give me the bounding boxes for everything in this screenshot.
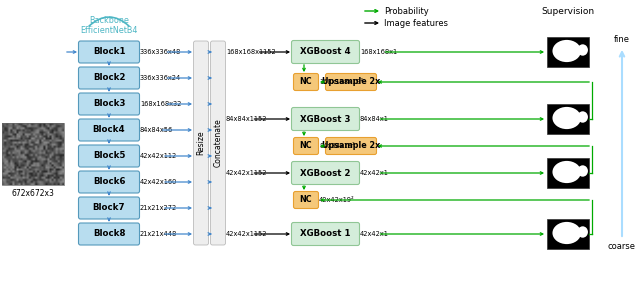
Text: XGBoost 3: XGBoost 3 [300,115,351,124]
Text: 42x42x112: 42x42x112 [140,153,177,159]
Text: NC: NC [300,142,312,151]
FancyBboxPatch shape [193,41,209,245]
Text: 336x336x24: 336x336x24 [140,75,181,81]
FancyBboxPatch shape [547,37,589,67]
FancyBboxPatch shape [291,223,360,245]
Text: NC: NC [300,196,312,205]
Text: Block4: Block4 [93,125,125,134]
FancyBboxPatch shape [79,223,140,245]
Text: Block8: Block8 [93,230,125,238]
Text: Image features: Image features [384,19,448,28]
Ellipse shape [552,107,581,129]
Text: 42x42x160: 42x42x160 [140,179,177,185]
Text: 168x168x1152: 168x168x1152 [226,49,276,55]
FancyBboxPatch shape [79,145,140,167]
Text: Probability: Probability [384,7,429,16]
Text: Block7: Block7 [93,203,125,212]
Text: XGBoost 2: XGBoost 2 [300,169,351,178]
Text: 21x21x272: 21x21x272 [140,205,177,211]
Text: Block1: Block1 [93,47,125,56]
FancyBboxPatch shape [294,137,319,154]
Text: XGBoost 4: XGBoost 4 [300,47,351,56]
Text: Supervision: Supervision [541,7,595,16]
FancyBboxPatch shape [291,40,360,64]
FancyBboxPatch shape [79,93,140,115]
Text: 336x336x48: 336x336x48 [140,49,181,55]
Text: Block5: Block5 [93,152,125,160]
Text: 42x42x1152: 42x42x1152 [226,231,268,237]
Text: Backbone
EfficientNetB4: Backbone EfficientNetB4 [80,16,138,35]
FancyBboxPatch shape [79,67,140,89]
Text: Concatenate: Concatenate [214,118,223,167]
FancyBboxPatch shape [291,107,360,130]
FancyBboxPatch shape [291,161,360,184]
FancyBboxPatch shape [211,41,225,245]
Ellipse shape [552,161,581,183]
Text: NC: NC [300,77,312,86]
FancyBboxPatch shape [547,219,589,249]
FancyBboxPatch shape [547,104,589,134]
FancyBboxPatch shape [326,137,376,154]
FancyBboxPatch shape [79,119,140,141]
Text: 168x168x19²: 168x168x19² [319,79,363,85]
Text: 84x84x56: 84x84x56 [140,127,173,133]
Text: XGBoost 1: XGBoost 1 [300,230,351,238]
Text: 672x672x3: 672x672x3 [12,189,54,198]
FancyBboxPatch shape [294,74,319,91]
Text: Block6: Block6 [93,178,125,187]
FancyBboxPatch shape [547,158,589,188]
Text: 84x84x1: 84x84x1 [360,116,389,122]
Text: coarse: coarse [608,242,636,251]
Text: Upsample 2x: Upsample 2x [322,77,380,86]
FancyBboxPatch shape [79,41,140,63]
Text: 84x84x19²: 84x84x19² [319,143,355,149]
Ellipse shape [552,222,581,244]
FancyBboxPatch shape [79,171,140,193]
FancyBboxPatch shape [79,197,140,219]
Text: 21x21x448: 21x21x448 [140,231,177,237]
Text: 168x168x1: 168x168x1 [360,49,397,55]
Text: Upsample 2x: Upsample 2x [322,142,380,151]
Ellipse shape [577,44,588,56]
Text: Block2: Block2 [93,74,125,82]
Text: 168x168x32: 168x168x32 [140,101,181,107]
Ellipse shape [577,111,588,123]
Ellipse shape [577,165,588,177]
Text: 42x42x19²: 42x42x19² [319,197,355,203]
Text: 42x42x1: 42x42x1 [360,170,389,176]
Text: 42x42x1152: 42x42x1152 [226,170,268,176]
Ellipse shape [577,226,588,238]
FancyBboxPatch shape [294,191,319,208]
Text: fine: fine [614,35,630,44]
Text: Resize: Resize [196,131,205,155]
FancyBboxPatch shape [326,74,376,91]
Text: 42x42x1: 42x42x1 [360,231,389,237]
Ellipse shape [552,40,581,62]
Text: Block3: Block3 [93,100,125,109]
Text: 84x84x1152: 84x84x1152 [226,116,268,122]
